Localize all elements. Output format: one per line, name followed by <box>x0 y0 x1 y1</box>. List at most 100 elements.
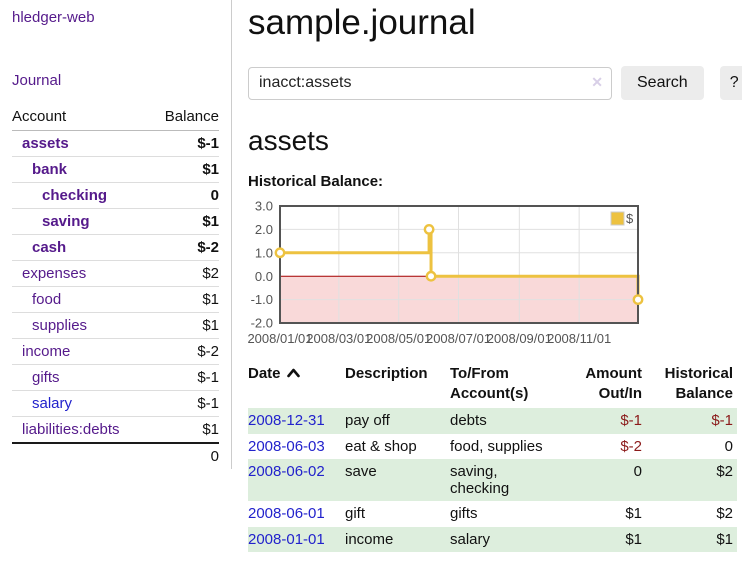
transaction-accounts: salary <box>450 530 491 548</box>
svg-text:2.0: 2.0 <box>255 222 273 237</box>
account-link[interactable]: assets <box>22 135 69 152</box>
svg-text:2008/07/01: 2008/07/01 <box>426 331 491 346</box>
transaction-description: income <box>345 530 394 548</box>
transaction-accounts: gifts <box>450 505 478 523</box>
svg-text:3.0: 3.0 <box>255 198 273 213</box>
transaction-description: pay off <box>345 412 390 430</box>
account-link[interactable]: checking <box>42 187 108 204</box>
account-row: salary $-1 <box>12 390 219 417</box>
search-form: ✕ Search ? <box>248 66 742 100</box>
account-row: checking 0 <box>12 182 219 209</box>
svg-text:2008/01/01: 2008/01/01 <box>247 331 312 346</box>
svg-text:-2.0: -2.0 <box>251 315 273 330</box>
transaction-description: eat & shop <box>345 437 417 455</box>
transaction-accounts: saving, checking <box>450 462 510 498</box>
account-balance: 0 <box>149 182 219 209</box>
transaction-balance: $-1 <box>711 412 733 430</box>
transaction-date-link[interactable]: 2008-06-02 <box>248 462 325 480</box>
account-link[interactable]: bank <box>32 161 68 178</box>
account-link[interactable]: gifts <box>32 369 60 386</box>
account-link[interactable]: income <box>22 343 71 360</box>
account-row: food $1 <box>12 286 219 313</box>
register-header-balance: Historical Balance <box>664 364 733 403</box>
accounts-header-account: Account <box>12 105 150 131</box>
account-row: income $-2 <box>12 338 219 365</box>
transaction-balance: $2 <box>716 462 733 480</box>
search-button[interactable]: Search <box>621 66 704 100</box>
account-link[interactable]: salary <box>32 395 73 412</box>
accounts-table-body: assets $-1 bank $1 checking 0 saving $1 … <box>12 130 219 444</box>
account-balance: $1 <box>149 208 219 235</box>
accounts-table: Account Balance assets $-1 bank $1 check… <box>12 105 219 469</box>
account-balance: $1 <box>149 156 219 183</box>
account-row: cash $-2 <box>12 234 219 261</box>
account-balance: $-2 <box>149 338 219 365</box>
search-input[interactable] <box>248 66 612 100</box>
historical-balance-chart: $3.0 2.0 1.0 0.0 -1.0 -2.02008/01/012008/03/0… <box>247 198 644 346</box>
register-header-row: Date Description To/From Account(s) Amou… <box>248 362 737 409</box>
account-row: gifts $-1 <box>12 364 219 391</box>
transaction-row: 2008-06-03 eat & shop food, supplies $-2… <box>248 434 737 459</box>
main-content: sample.journal ✕ Search ? assets Histori… <box>232 0 742 552</box>
account-link[interactable]: cash <box>32 239 67 256</box>
account-balance: $-1 <box>149 364 219 391</box>
account-balance: $2 <box>149 260 219 287</box>
account-link[interactable]: liabilities:debts <box>22 421 120 438</box>
register-header-accounts: To/From Account(s) <box>450 364 529 403</box>
account-balance: $-1 <box>149 130 219 157</box>
transaction-balance: 0 <box>724 437 733 455</box>
transaction-amount: $1 <box>625 505 642 523</box>
account-row: assets $-1 <box>12 130 219 157</box>
register-header-date[interactable]: Date <box>248 362 345 409</box>
transaction-row: 2008-06-02 save saving, checking 0 $2 <box>248 458 737 502</box>
svg-text:2008/05/01: 2008/05/01 <box>366 331 431 346</box>
register-header-description: Description <box>345 364 428 382</box>
register-table: Date Description To/From Account(s) Amou… <box>248 362 737 552</box>
account-link[interactable]: expenses <box>22 265 87 282</box>
transaction-balance: $1 <box>716 530 733 548</box>
account-heading: assets <box>248 125 329 156</box>
accounts-header-balance: Balance <box>149 105 219 131</box>
account-link[interactable]: supplies <box>32 317 88 334</box>
account-balance: $1 <box>149 286 219 313</box>
transaction-accounts: debts <box>450 412 487 430</box>
transaction-balance: $2 <box>716 505 733 523</box>
transaction-row: 2008-12-31 pay off debts $-1 $-1 <box>248 408 737 434</box>
page-title: sample.journal <box>248 3 476 42</box>
account-row: bank $1 <box>12 156 219 183</box>
chart-title: Historical Balance: <box>248 172 384 190</box>
transaction-date-link[interactable]: 2008-06-01 <box>248 505 325 523</box>
account-row: liabilities:debts $1 <box>12 416 219 444</box>
svg-text:$: $ <box>626 211 634 226</box>
account-link[interactable]: saving <box>42 213 90 230</box>
svg-text:2008/03/01: 2008/03/01 <box>306 331 371 346</box>
transaction-accounts: food, supplies <box>450 437 543 455</box>
account-row: expenses $2 <box>12 260 219 287</box>
transaction-amount: $-2 <box>620 437 642 455</box>
account-row: supplies $1 <box>12 312 219 339</box>
transaction-date-link[interactable]: 2008-01-01 <box>248 530 325 548</box>
transaction-amount: $1 <box>625 530 642 548</box>
transaction-date-link[interactable]: 2008-06-03 <box>248 437 325 455</box>
register-header-amount: Amount Out/In <box>585 364 642 403</box>
help-button[interactable]: ? <box>719 66 742 100</box>
account-link[interactable]: food <box>32 291 62 308</box>
transaction-amount: $-1 <box>620 412 642 430</box>
svg-text:1.0: 1.0 <box>255 245 273 260</box>
accounts-total-balance: 0 <box>149 442 219 469</box>
account-balance: $1 <box>149 416 219 444</box>
accounts-total-row: 0 <box>12 442 219 469</box>
transaction-date-link[interactable]: 2008-12-31 <box>248 412 325 430</box>
transaction-row: 2008-06-01 gift gifts $1 $2 <box>248 501 737 526</box>
account-row: saving $1 <box>12 208 219 235</box>
svg-text:0.0: 0.0 <box>255 269 273 284</box>
account-balance: $-2 <box>149 234 219 261</box>
sidebar: hledger-web Journal Account Balance asse… <box>0 0 232 469</box>
transaction-description: gift <box>345 505 366 523</box>
app-brand-link[interactable]: hledger-web <box>12 9 95 26</box>
svg-text:2008/09/01: 2008/09/01 <box>487 331 552 346</box>
clear-search-icon[interactable]: ✕ <box>591 73 603 90</box>
sidebar-item-journal[interactable]: Journal <box>12 72 62 89</box>
register-table-body: 2008-12-31 pay off debts $-1 $-1 2008-06… <box>248 408 737 552</box>
transaction-description: save <box>345 462 377 480</box>
